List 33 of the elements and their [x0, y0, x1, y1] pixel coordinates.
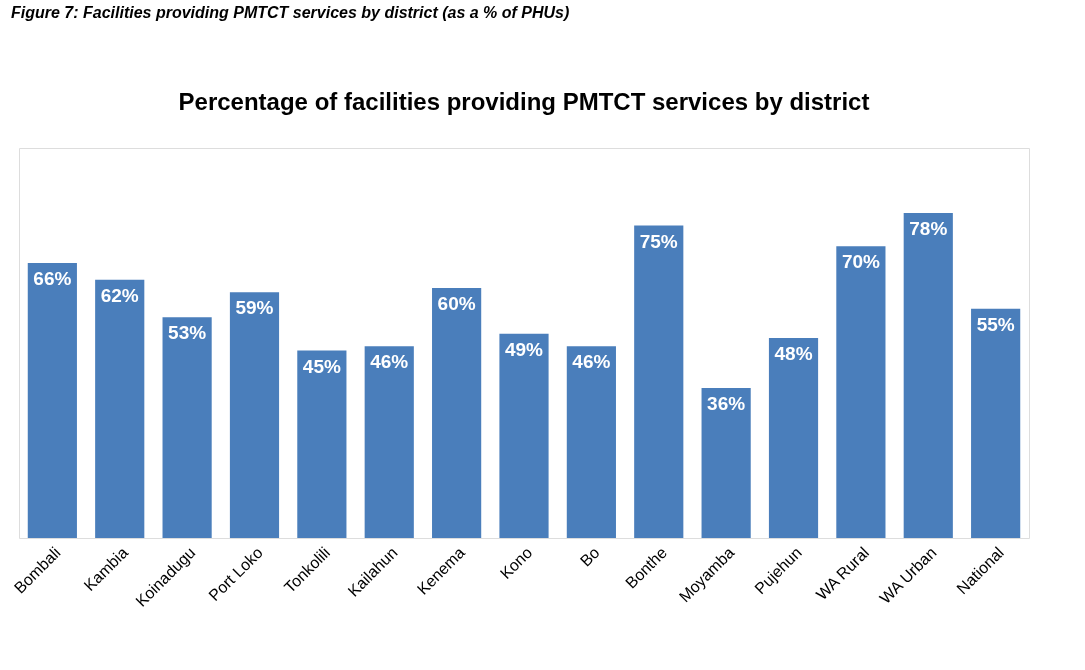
- bar: [229, 292, 280, 538]
- bar: [836, 246, 886, 538]
- data-label: 55%: [976, 313, 1015, 335]
- bar: [566, 346, 616, 538]
- x-tick-label: Bo: [576, 543, 603, 570]
- data-label: 59%: [235, 297, 274, 319]
- bar: [634, 225, 684, 538]
- data-label: 78%: [909, 218, 948, 239]
- data-label: 49%: [504, 338, 544, 360]
- data-label: 45%: [302, 355, 341, 377]
- bar: [903, 213, 953, 538]
- bar: [701, 388, 751, 538]
- data-label: 48%: [774, 343, 813, 364]
- caption: Figure 7: Facilities providing PMTCT services by district (as a % of PHUs): [10, 4, 570, 21]
- bar: [162, 317, 212, 538]
- bar: [364, 346, 414, 538]
- data-label: 46%: [572, 351, 611, 373]
- bar: [297, 350, 347, 538]
- data-label: 36%: [707, 393, 746, 414]
- data-label: 75%: [639, 230, 678, 252]
- data-label: 46%: [370, 351, 409, 373]
- bar: [499, 333, 549, 538]
- data-label: 62%: [100, 284, 139, 306]
- chart-title: Percentage of facilities providing PMTCT services by district: [178, 88, 870, 115]
- data-label: 53%: [168, 322, 207, 344]
- data-label: 70%: [841, 251, 881, 273]
- bar: [27, 263, 77, 538]
- bar: [432, 288, 482, 538]
- bar: [768, 338, 819, 538]
- data-label: 60%: [437, 293, 476, 314]
- bar: [971, 308, 1021, 538]
- bar: [95, 279, 145, 538]
- data-label: 66%: [33, 268, 72, 289]
